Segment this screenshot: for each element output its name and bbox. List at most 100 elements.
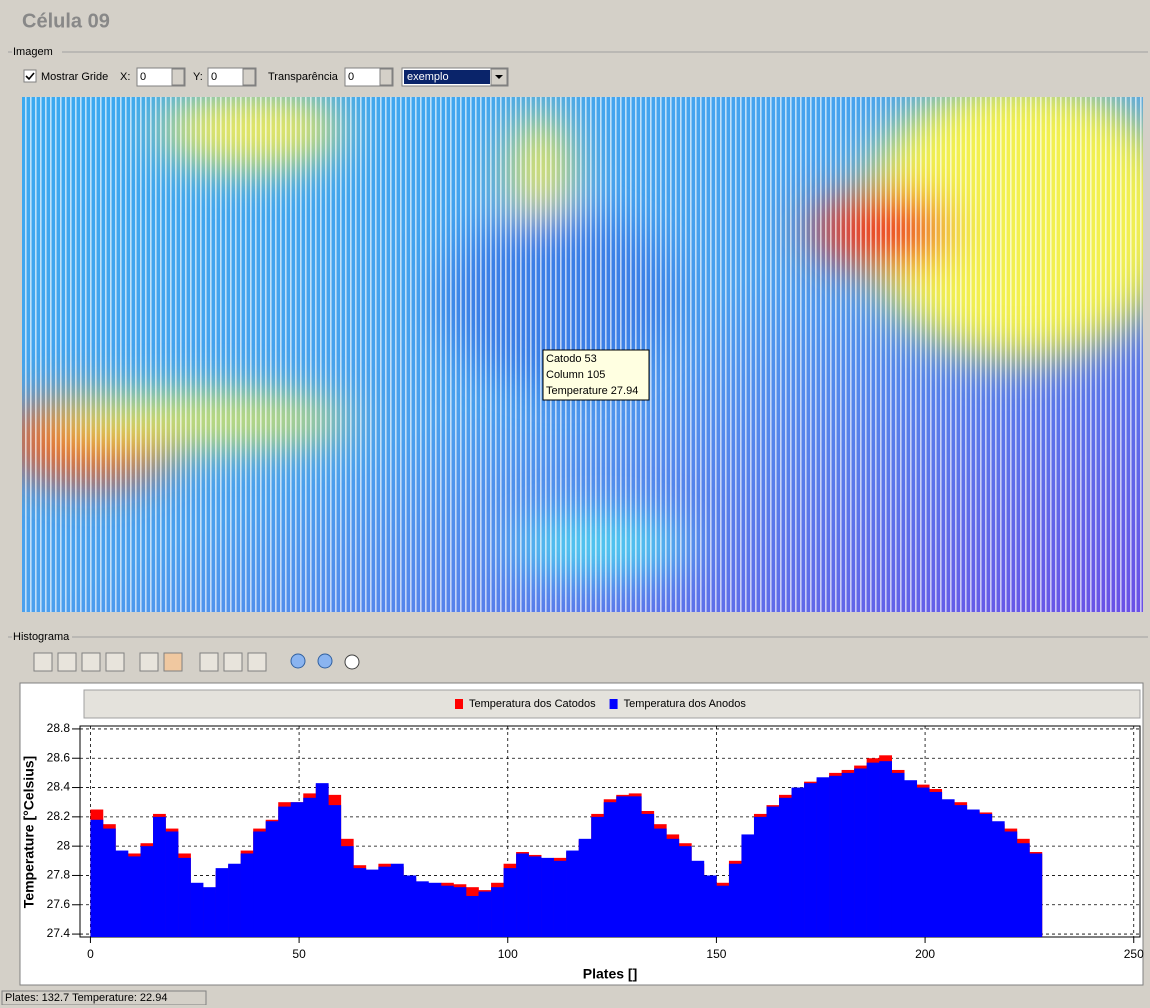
bar	[641, 814, 654, 937]
y-input-value[interactable]: 0	[211, 71, 217, 83]
bar	[466, 896, 479, 937]
bar	[441, 886, 454, 937]
bar	[591, 817, 604, 937]
bar	[278, 807, 291, 937]
bar	[1029, 853, 1042, 937]
bar	[579, 839, 592, 937]
tooltip-line: Column 105	[546, 369, 605, 381]
x-tick-label: 150	[706, 947, 726, 961]
y-tick-label: 28.2	[47, 809, 71, 823]
bar	[754, 817, 767, 937]
x-tick-label: 100	[498, 947, 518, 961]
x-spinner[interactable]	[172, 69, 184, 85]
bar	[616, 796, 629, 937]
bar	[554, 861, 567, 937]
bar	[766, 807, 779, 937]
y-spinner[interactable]	[243, 69, 255, 85]
bar	[992, 821, 1005, 937]
transparency-spinner[interactable]	[380, 69, 392, 85]
x-tick-label: 0	[87, 947, 94, 961]
zoom-out-button[interactable]	[318, 654, 332, 668]
zoom-in-button[interactable]	[291, 654, 305, 668]
bar	[929, 792, 942, 937]
bar	[1017, 843, 1030, 937]
bar	[942, 799, 955, 937]
bar	[854, 768, 867, 937]
tool-button[interactable]	[106, 653, 124, 671]
bar	[779, 798, 792, 937]
y-tick-label: 27.6	[47, 897, 71, 911]
bar	[804, 783, 817, 937]
y-label: Y:	[193, 71, 203, 83]
bar	[191, 883, 204, 937]
bar	[353, 868, 366, 937]
y-tick-label: 27.4	[47, 926, 71, 940]
bar	[153, 817, 166, 937]
bar	[691, 861, 704, 937]
bar	[266, 821, 279, 937]
bar	[679, 846, 692, 937]
bar	[454, 887, 467, 937]
transparency-input-value[interactable]: 0	[348, 71, 354, 83]
y-tick-label: 28.4	[47, 780, 71, 794]
y-tick-label: 28.6	[47, 750, 71, 764]
legend-swatch	[455, 699, 463, 709]
tool-button[interactable]	[164, 653, 182, 671]
checkbox-label[interactable]: Mostrar Gride	[41, 71, 108, 83]
bar	[566, 851, 579, 937]
bar	[203, 887, 216, 937]
tooltip-line: Catodo 53	[546, 353, 597, 365]
bar	[491, 887, 504, 937]
bar	[428, 883, 441, 937]
bar	[166, 832, 179, 938]
bar	[704, 875, 717, 937]
bar	[303, 798, 316, 937]
legend-swatch	[610, 699, 618, 709]
bar	[479, 892, 492, 937]
bar	[842, 773, 855, 937]
bar	[378, 867, 391, 937]
tool-button[interactable]	[248, 653, 266, 671]
tool-button[interactable]	[34, 653, 52, 671]
legend-label: Temperatura dos Catodos	[469, 698, 596, 710]
bar	[829, 776, 842, 937]
bar	[541, 858, 554, 937]
heatmap	[0, 80, 1150, 612]
bar	[792, 788, 805, 937]
bar	[879, 761, 892, 937]
legend-label: Temperatura dos Anodos	[624, 698, 747, 710]
tool-button[interactable]	[82, 653, 100, 671]
palette-value[interactable]: exemplo	[407, 71, 449, 83]
tool-button[interactable]	[58, 653, 76, 671]
bar	[103, 829, 116, 937]
bar	[716, 886, 729, 937]
chart-toolbar	[34, 653, 359, 671]
bar	[904, 780, 917, 937]
bar	[654, 829, 667, 937]
bar	[629, 796, 642, 937]
pan-button[interactable]	[345, 655, 359, 669]
transparency-label: Transparência	[268, 71, 339, 83]
y-axis-label: Temperature [°Celsius]	[21, 756, 37, 908]
x-tick-label: 200	[915, 947, 935, 961]
tool-button[interactable]	[200, 653, 218, 671]
checkbox[interactable]	[24, 70, 36, 82]
bar	[141, 846, 154, 937]
bar	[817, 777, 830, 937]
y-tick-label: 28	[57, 838, 71, 852]
x-input-value[interactable]: 0	[140, 71, 146, 83]
bar	[954, 805, 967, 937]
status-text: Plates: 132.7 Temperature: 22.94	[5, 992, 167, 1004]
bar	[178, 858, 191, 937]
bar	[917, 788, 930, 937]
bar	[128, 856, 141, 937]
y-tick-label: 27.8	[47, 868, 71, 882]
tooltip-line: Temperature 27.94	[546, 385, 638, 397]
bar	[228, 864, 241, 937]
tool-button[interactable]	[140, 653, 158, 671]
bar	[741, 834, 754, 937]
bar	[516, 853, 529, 937]
bar	[366, 870, 379, 937]
tool-button[interactable]	[224, 653, 242, 671]
bar	[604, 802, 617, 937]
